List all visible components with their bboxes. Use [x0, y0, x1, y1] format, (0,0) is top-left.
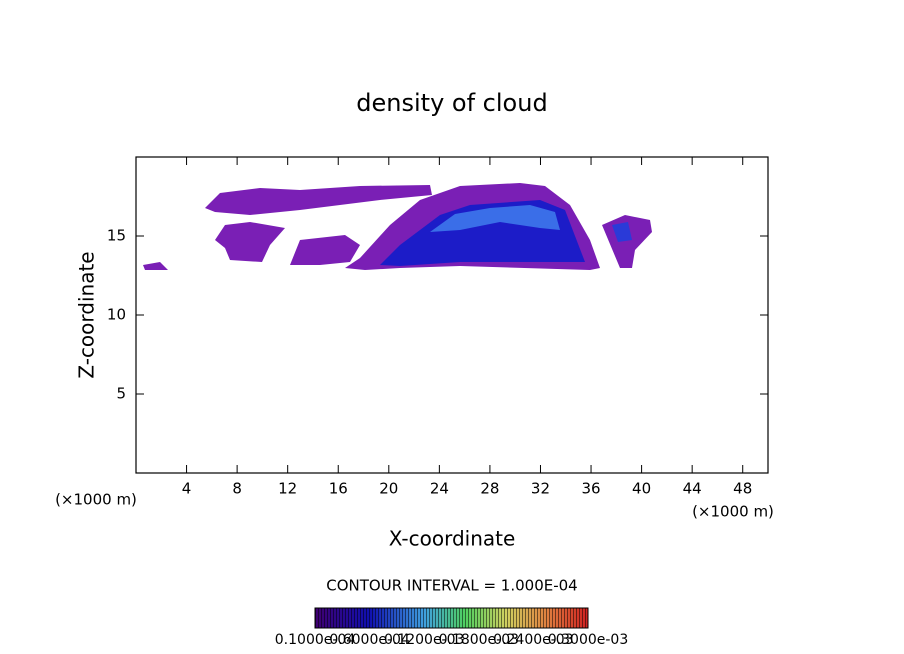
x-axis-label: X-coordinate	[389, 527, 516, 551]
x-tick-label: 8	[232, 480, 242, 498]
y-tick-label: 5	[116, 385, 126, 403]
x-tick-label: 48	[733, 480, 752, 498]
y-tick-label: 15	[107, 227, 126, 245]
contour-interval: CONTOUR INTERVAL = 1.000E-04	[326, 577, 577, 595]
colorbar-frame	[314, 607, 589, 629]
x-tick-label: 32	[531, 480, 550, 498]
x-tick-label: 24	[430, 480, 449, 498]
colorbar-label: 0.1200e-03	[384, 632, 464, 648]
x-tick-label: 36	[581, 480, 600, 498]
colorbar-label: 0.6000e-04	[329, 632, 410, 648]
x-unit-label: (×1000 m)	[55, 491, 137, 509]
colorbar-label: 0.2400e-03	[493, 632, 573, 648]
colorbar-label: 0.1000e-04	[275, 632, 356, 648]
x-tick-label: 20	[379, 480, 398, 498]
x-tick-label: 44	[683, 480, 702, 498]
y-axis-label: Z-coordinate	[75, 251, 99, 378]
colorbar-label: 0.1800e-03	[439, 632, 519, 648]
y-tick-label: 10	[107, 306, 126, 324]
x-tick-label: 4	[182, 480, 192, 498]
x-tick-label: 16	[329, 480, 348, 498]
chart-title: density of cloud	[356, 89, 547, 117]
cloud-field	[143, 183, 652, 270]
colorbar-label: 0.3000e-03	[548, 632, 628, 648]
x-tick-label: 12	[278, 480, 297, 498]
x-tick-label: 40	[632, 480, 651, 498]
x-unit-label: (×1000 m)	[692, 503, 774, 521]
x-tick-label: 28	[480, 480, 499, 498]
